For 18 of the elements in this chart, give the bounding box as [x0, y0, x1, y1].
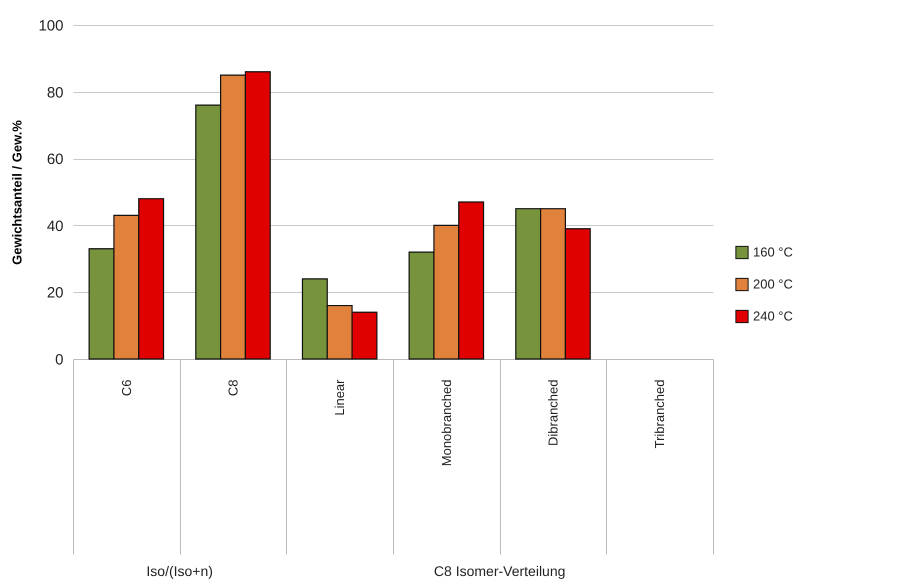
- x-tick-label: Linear: [332, 378, 348, 416]
- y-tick-label: 20: [46, 284, 64, 302]
- y-axis-title: Gewichtsanteil / Gew.%: [9, 120, 24, 265]
- legend-label: 160 °C: [753, 244, 793, 260]
- legend-label: 240 °C: [753, 308, 793, 324]
- y-tick-label: 100: [38, 18, 64, 34]
- y-tick-label: 80: [46, 84, 64, 102]
- y-tick-label: 0: [55, 352, 64, 368]
- y-tick-label: 60: [46, 151, 64, 168]
- x-tick-label: C6: [118, 380, 134, 396]
- text: C8 Isomer-Verteilung: [434, 563, 566, 579]
- x-tick-label: Dibranched: [546, 380, 560, 446]
- x-tick-label: Monobranched: [438, 380, 454, 466]
- legend-label: 200 °C: [753, 276, 793, 292]
- text: Iso/(Iso+n): [146, 563, 213, 579]
- x-tick-label: Tribranched: [652, 380, 668, 448]
- x-tick-label: C8: [226, 380, 240, 396]
- y-tick-label: 40: [46, 218, 64, 235]
